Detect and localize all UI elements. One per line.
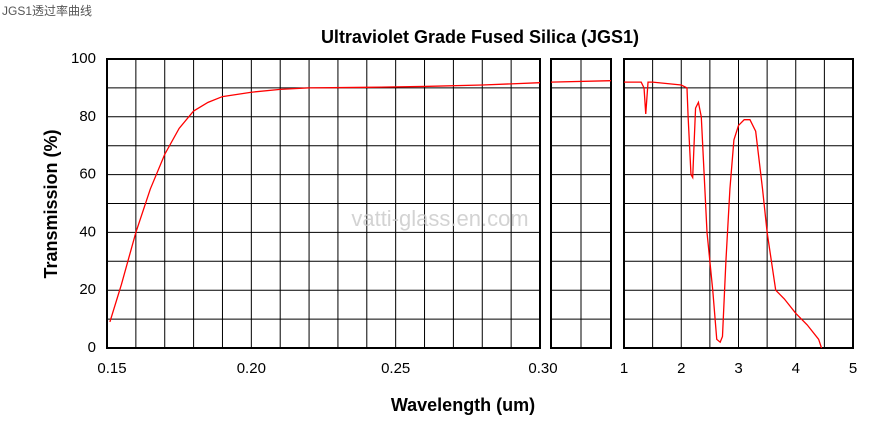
x-tick-label: 0.20 xyxy=(237,360,266,377)
data-line xyxy=(109,82,541,323)
plot-frame xyxy=(623,58,854,349)
caption: JGS1透过率曲线 xyxy=(2,3,92,18)
x-tick-label: 2 xyxy=(677,360,685,377)
x-tick-label: 4 xyxy=(792,360,800,377)
y-tick-label: 40 xyxy=(79,223,96,240)
x-tick-label: 3 xyxy=(734,360,742,377)
x-tick-label: 0.15 xyxy=(97,360,126,377)
watermark: vatti-glass.en.com xyxy=(351,206,528,231)
data-line xyxy=(624,81,823,349)
y-tick-label: 20 xyxy=(79,281,96,298)
plot-frame xyxy=(106,58,541,349)
y-tick-label: 60 xyxy=(79,166,96,183)
x-tick-label: 1 xyxy=(620,360,628,377)
plot-frame xyxy=(550,58,612,349)
data-line xyxy=(550,80,612,83)
x-tick-label: 0.25 xyxy=(381,360,410,377)
x-tick-label: 0.30 xyxy=(528,360,557,377)
y-tick-label: 80 xyxy=(79,108,96,125)
y-tick-label: 0 xyxy=(88,339,96,356)
x-axis-label: Wavelength (um) xyxy=(391,395,535,415)
chart-title: Ultraviolet Grade Fused Silica (JGS1) xyxy=(321,27,639,47)
y-tick-label: 100 xyxy=(71,50,96,67)
y-axis-label: Transmission (%) xyxy=(41,129,61,278)
x-tick-label: 5 xyxy=(849,360,857,377)
